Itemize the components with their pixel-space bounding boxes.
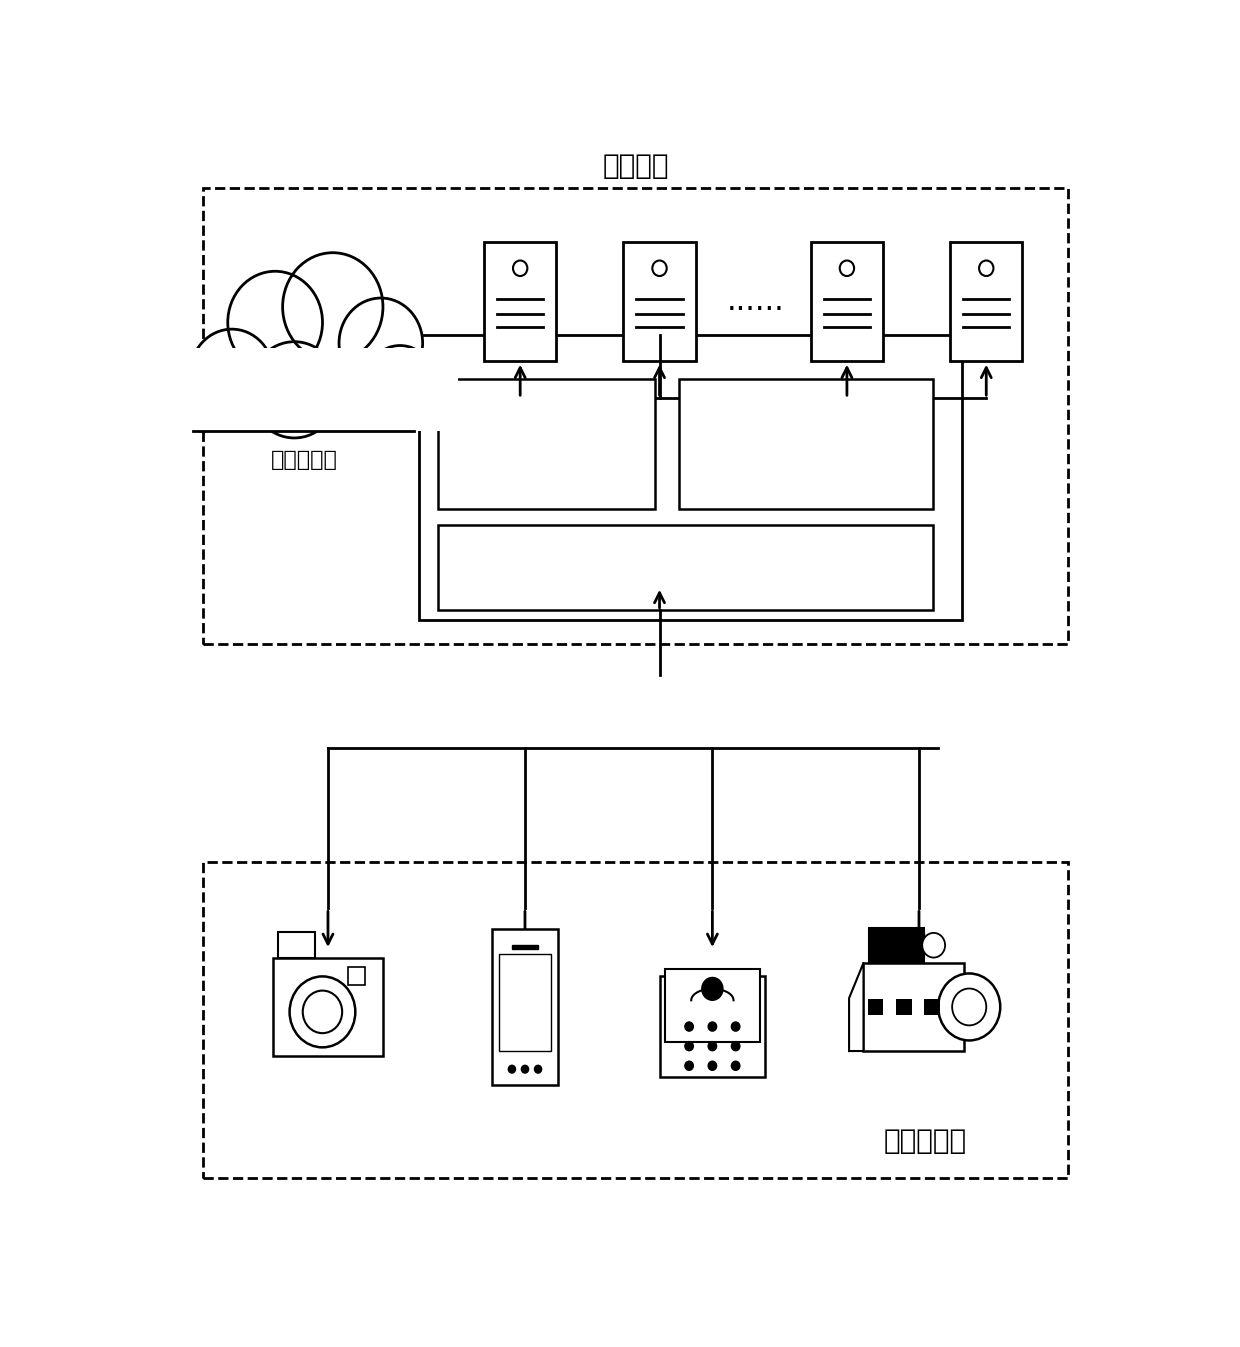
Circle shape: [939, 974, 1001, 1040]
Bar: [863, 963, 965, 1051]
Circle shape: [190, 329, 274, 419]
Circle shape: [170, 358, 237, 431]
Text: 物联网终端: 物联网终端: [884, 1127, 967, 1156]
Bar: [925, 998, 940, 1016]
Bar: [348, 967, 365, 985]
Bar: [811, 242, 883, 361]
Circle shape: [521, 1065, 528, 1074]
Bar: [278, 932, 315, 958]
Bar: [273, 958, 383, 1056]
Bar: [419, 335, 962, 620]
Circle shape: [702, 978, 723, 1001]
Text: Controller
Manager: Controller Manager: [492, 423, 601, 466]
Bar: [678, 380, 934, 509]
Text: 云计算中心: 云计算中心: [270, 450, 337, 470]
Circle shape: [923, 933, 945, 958]
Circle shape: [290, 977, 356, 1048]
Bar: [492, 929, 558, 1084]
Circle shape: [684, 1041, 693, 1051]
Bar: [868, 998, 883, 1016]
Bar: [624, 242, 696, 361]
Circle shape: [303, 990, 342, 1033]
Circle shape: [732, 1061, 740, 1071]
Circle shape: [534, 1065, 542, 1074]
Bar: [950, 242, 1022, 361]
Bar: [203, 862, 1068, 1179]
Bar: [203, 187, 1068, 644]
Circle shape: [249, 342, 339, 438]
Circle shape: [363, 346, 436, 424]
Text: 控制节点: 控制节点: [856, 451, 915, 475]
Bar: [665, 968, 760, 1041]
Bar: [439, 525, 934, 610]
Text: 边缘节点: 边缘节点: [603, 152, 668, 180]
Bar: [660, 977, 765, 1078]
Circle shape: [732, 1041, 740, 1051]
Bar: [512, 946, 538, 950]
Circle shape: [708, 1061, 717, 1071]
Circle shape: [228, 271, 322, 373]
Circle shape: [684, 1061, 693, 1071]
Bar: [868, 928, 924, 963]
Bar: [439, 380, 655, 509]
Circle shape: [684, 1022, 693, 1030]
Bar: [498, 954, 551, 1051]
Circle shape: [952, 989, 986, 1025]
Polygon shape: [849, 963, 863, 1051]
Text: API  Server: API Server: [594, 554, 777, 581]
Bar: [484, 242, 557, 361]
Circle shape: [339, 298, 423, 388]
Circle shape: [708, 1022, 717, 1030]
Bar: [897, 998, 911, 1016]
Text: ......: ......: [727, 287, 785, 317]
Text: Scheduler: Scheduler: [758, 435, 856, 454]
Bar: [150, 349, 458, 431]
Circle shape: [708, 1041, 717, 1051]
Circle shape: [283, 253, 383, 361]
Circle shape: [508, 1065, 516, 1074]
Circle shape: [732, 1022, 740, 1030]
